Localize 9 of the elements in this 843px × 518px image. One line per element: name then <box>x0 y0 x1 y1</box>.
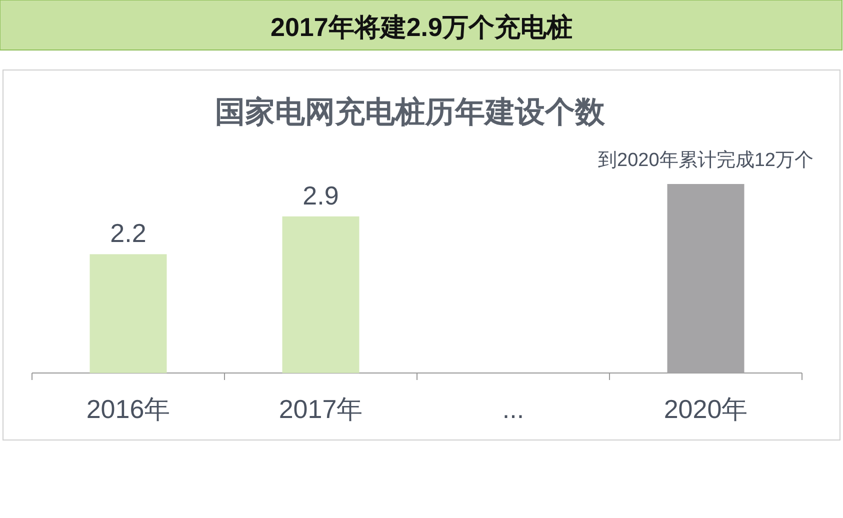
x-tick-label: 2020年 <box>664 394 748 424</box>
annotation: 到2020年累计完成12万个 <box>598 149 814 171</box>
data-label: 2.2 <box>110 218 146 248</box>
chart-subtitle: 国家电网充电桩历年建设个数 <box>215 95 606 129</box>
data-label: 2.9 <box>302 180 339 210</box>
x-tick-label: ... <box>502 394 524 424</box>
x-tick-label: 2016年 <box>86 394 170 424</box>
x-tick-label: 2017年 <box>278 394 363 424</box>
chart-title: 2017年将建2.9万个充电桩 <box>270 12 572 42</box>
